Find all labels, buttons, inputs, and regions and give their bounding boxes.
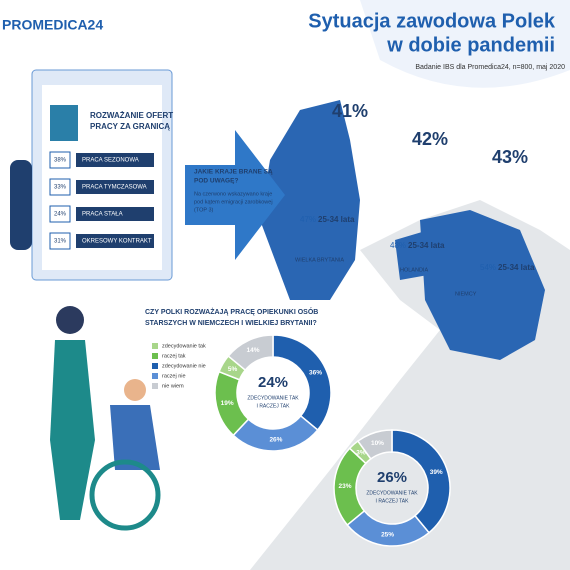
donut-segment	[227, 334, 274, 372]
arrow-note: Na czerwono wskazywano kraje	[194, 191, 272, 197]
arrow-note: pod kątem emigracji zarobkowej	[194, 199, 273, 205]
country-name: HOLANDIA	[400, 267, 428, 273]
donut-caption: ZDECYDOWANIE TAK	[366, 490, 418, 496]
item-pct: 31%	[54, 239, 67, 245]
avatar	[50, 105, 78, 141]
age-label: 25-34 lata	[498, 263, 535, 272]
figure	[10, 160, 32, 250]
donut-caption: ZDECYDOWANIE TAK	[247, 395, 299, 401]
item-bar	[76, 180, 154, 194]
item-bar	[76, 153, 154, 167]
legend-label: zdecydowanie tak	[162, 343, 206, 349]
legend-label: raczej tak	[162, 353, 186, 359]
title-blob	[360, 0, 570, 88]
item-pct: 33%	[54, 185, 67, 191]
question: STARSZYCH W NIEMCZECH I WIELKIEJ BRYTANI…	[145, 320, 317, 327]
segment-label: 10%	[371, 440, 384, 447]
country-pct: 43%	[492, 147, 528, 167]
country-name: WIELKA BRYTANIA	[295, 257, 344, 263]
segment-label: 36%	[309, 370, 322, 377]
segment-label: 19%	[221, 400, 234, 407]
card-title: PRACY ZA GRANICĄ	[90, 122, 170, 131]
title: Sytuacja zawodowa Polek	[308, 10, 556, 32]
age-pct: 48%	[390, 241, 406, 250]
legend-label: zdecydowanie nie	[162, 363, 206, 369]
item-pct: 24%	[54, 212, 67, 218]
item-label: PRACA STAŁA	[82, 212, 123, 218]
segment-label: 5%	[228, 366, 238, 373]
donut-segment	[391, 429, 451, 534]
item-label: OKRESOWY KONTRAKT	[82, 239, 152, 245]
title: w dobie pandemii	[386, 34, 555, 56]
segment-label: 23%	[339, 483, 352, 490]
germany-shape	[420, 210, 545, 360]
age-label: 25-34 lata	[318, 215, 355, 224]
card-title: ROZWAŻANIE OFERT	[90, 111, 173, 120]
figure	[56, 306, 84, 334]
wheel	[89, 459, 161, 531]
figure	[124, 379, 146, 401]
donut-caption: I RACZEJ TAK	[257, 403, 291, 409]
country-pct: 41%	[332, 101, 368, 121]
arrow	[185, 130, 285, 260]
pct-box	[49, 232, 71, 250]
pct-box	[49, 151, 71, 169]
arrow-text: JAKIE KRAJE BRANE SĄ	[194, 169, 273, 176]
segment-label: 26%	[269, 437, 282, 444]
donut-center: 26%	[377, 469, 407, 486]
question: CZY POLKI ROZWAŻAJĄ PRACĘ OPIEKUNKI OSÓB	[145, 307, 318, 316]
segment-label: 3%	[356, 449, 366, 456]
age-pct: 47%	[300, 215, 316, 224]
uk-shape	[260, 100, 360, 300]
pct-box	[49, 205, 71, 223]
source: Badanie IBS dla Promedica24, n=800, maj …	[415, 64, 565, 71]
legend-label: raczej nie	[162, 373, 186, 379]
item-bar	[76, 234, 154, 248]
figure	[110, 405, 160, 470]
legend-swatch	[152, 363, 158, 369]
age-label: 25-34 lata	[408, 241, 445, 250]
pct-box	[49, 178, 71, 196]
age-pct: 54%	[480, 263, 496, 272]
legend-swatch	[152, 353, 158, 359]
donut-segment	[356, 429, 393, 460]
legend-label: nie wiem	[162, 383, 184, 389]
legend-swatch	[152, 373, 158, 379]
segment-label: 39%	[430, 469, 443, 476]
figure	[50, 340, 95, 520]
item-bar	[76, 207, 154, 221]
arrow-text: POD UWAGĘ?	[194, 178, 238, 185]
item-label: PRACA SEZONOWA	[82, 158, 139, 164]
country-name: NIEMCY	[455, 291, 477, 297]
logo: PROMEDICA24	[2, 17, 103, 33]
item-label: PRACA TYMCZASOWA	[82, 185, 147, 191]
arrow-note: (TOP 3)	[194, 207, 214, 213]
donut-caption: I RACZEJ TAK	[376, 498, 410, 504]
country-pct: 42%	[412, 129, 448, 149]
segment-label: 25%	[381, 532, 394, 539]
segment-label: 14%	[246, 347, 259, 354]
legend-swatch	[152, 343, 158, 349]
legend-swatch	[152, 383, 158, 389]
item-pct: 38%	[54, 158, 67, 164]
netherlands-shape	[395, 232, 428, 280]
donut-center: 24%	[258, 374, 288, 391]
